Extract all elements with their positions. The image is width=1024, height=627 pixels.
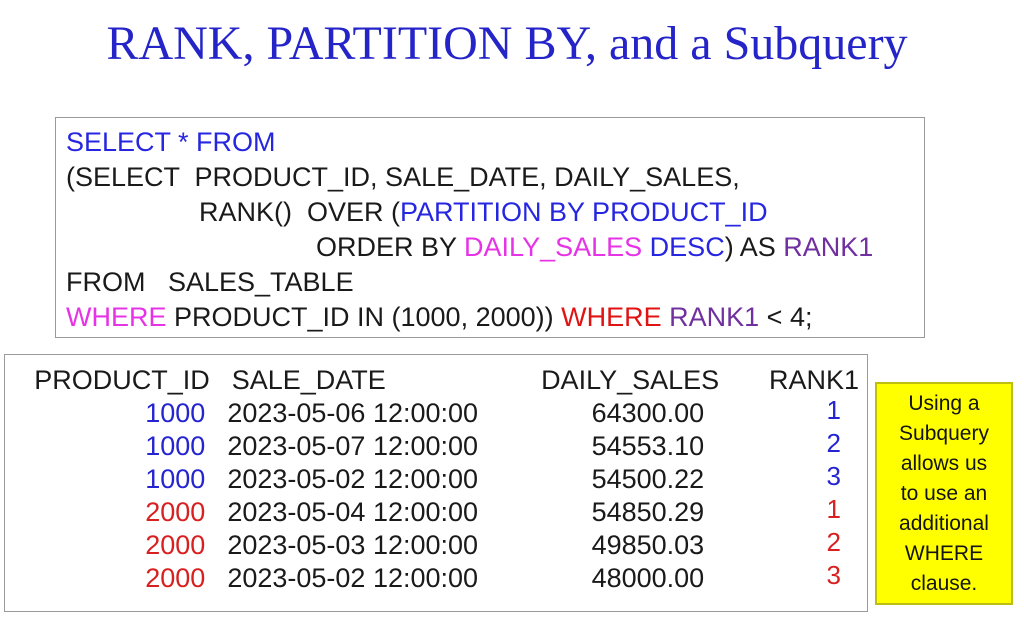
table-row: 1000 2023-05-07 12:00:00 54553.10 2 (5, 428, 867, 463)
cell-product-id: 2000 (145, 563, 206, 593)
table-row: 2000 2023-05-02 12:00:00 48000.00 3 (5, 560, 867, 595)
note-line: Using a (908, 391, 980, 415)
note-line: clause. (910, 571, 978, 595)
cell-sale-date: 2023-05-02 12:00:00 (227, 464, 479, 494)
cell-daily-sales: 54553.10 (591, 431, 705, 461)
cell-rank: 1 (826, 494, 842, 524)
column-header: DAILY_SALES (541, 365, 720, 395)
note-line: allows us (900, 451, 988, 475)
cell-rank: 2 (826, 527, 842, 557)
table-row: 1000 2023-05-06 12:00:00 64300.00 1 (5, 395, 867, 430)
code-segment (642, 232, 650, 262)
code-line: FROM SALES_TABLE (66, 265, 924, 300)
code-line: WHERE PRODUCT_ID IN (1000, 2000)) WHERE … (66, 300, 924, 335)
code-line: RANK() OVER (PARTITION BY PRODUCT_ID (66, 195, 924, 230)
code-segment: ) AS (724, 232, 784, 262)
column-header: SALE_DATE (231, 365, 386, 395)
page-title: RANK, PARTITION BY, and a Subquery (106, 17, 908, 70)
cell-product-id: 1000 (145, 464, 206, 494)
cell-product-id: 1000 (145, 398, 206, 428)
cell-product-id: 2000 (145, 530, 206, 560)
table-header-row: PRODUCT_ID SALE_DATE DAILY_SALES RANK1 (5, 364, 867, 397)
code-line: ORDER BY DAILY_SALES DESC) AS RANK1 (66, 230, 924, 265)
cell-daily-sales: 54500.22 (591, 464, 705, 494)
code-segment: PRODUCT_ID IN (1000, 2000)) (166, 302, 562, 332)
code-segment: WHERE (66, 302, 167, 332)
table-row: 1000 2023-05-02 12:00:00 54500.22 3 (5, 461, 867, 496)
cell-product-id: 1000 (145, 431, 206, 461)
code-segment (662, 302, 670, 332)
code-segment: SELECT * FROM (66, 127, 276, 157)
note-line: to use an (900, 481, 988, 505)
code-segment: PARTITION BY PRODUCT_ID (400, 197, 768, 227)
code-segment: RANK1 (783, 232, 874, 262)
column-header: RANK1 (768, 365, 859, 395)
code-segment: ORDER BY (316, 232, 465, 262)
code-segment: RANK1 (669, 302, 760, 332)
cell-rank: 3 (826, 560, 842, 590)
sql-code-box: SELECT * FROM (SELECT PRODUCT_ID, SALE_DA… (55, 117, 925, 338)
cell-rank: 3 (826, 461, 842, 491)
table-row: 2000 2023-05-03 12:00:00 49850.03 2 (5, 527, 867, 562)
cell-product-id: 2000 (145, 497, 206, 527)
table-row: 2000 2023-05-04 12:00:00 54850.29 1 (5, 494, 867, 529)
cell-sale-date: 2023-05-03 12:00:00 (227, 530, 479, 560)
cell-sale-date: 2023-05-04 12:00:00 (227, 497, 479, 527)
note-line: additional (899, 511, 989, 535)
cell-daily-sales: 64300.00 (591, 398, 705, 428)
cell-sale-date: 2023-05-07 12:00:00 (227, 431, 479, 461)
note-line: Subquery (899, 421, 989, 445)
cell-rank: 1 (826, 395, 842, 425)
code-segment: DAILY_SALES (464, 232, 643, 262)
cell-daily-sales: 54850.29 (591, 497, 705, 527)
code-segment: < 4; (759, 302, 813, 332)
code-segment: DESC (649, 232, 725, 262)
result-table: PRODUCT_ID SALE_DATE DAILY_SALES RANK1 1000 2… (4, 354, 868, 612)
cell-sale-date: 2023-05-02 12:00:00 (227, 563, 479, 593)
code-segment: RANK() OVER ( (199, 197, 401, 227)
column-header: PRODUCT_ID (34, 365, 210, 395)
cell-daily-sales: 48000.00 (591, 563, 705, 593)
code-segment: FROM SALES_TABLE (66, 267, 354, 297)
cell-daily-sales: 49850.03 (591, 530, 705, 560)
subquery-note: Using a Subquery allows us to use an additio… (875, 382, 1013, 605)
code-line: SELECT * FROM (66, 125, 924, 160)
note-line: WHERE (904, 541, 984, 565)
code-segment: WHERE (561, 302, 662, 332)
cell-rank: 2 (826, 428, 842, 458)
cell-sale-date: 2023-05-06 12:00:00 (227, 398, 479, 428)
code-segment: (SELECT PRODUCT_ID, SALE_DATE, DAILY_SAL… (66, 162, 740, 192)
code-line: (SELECT PRODUCT_ID, SALE_DATE, DAILY_SAL… (66, 160, 924, 195)
